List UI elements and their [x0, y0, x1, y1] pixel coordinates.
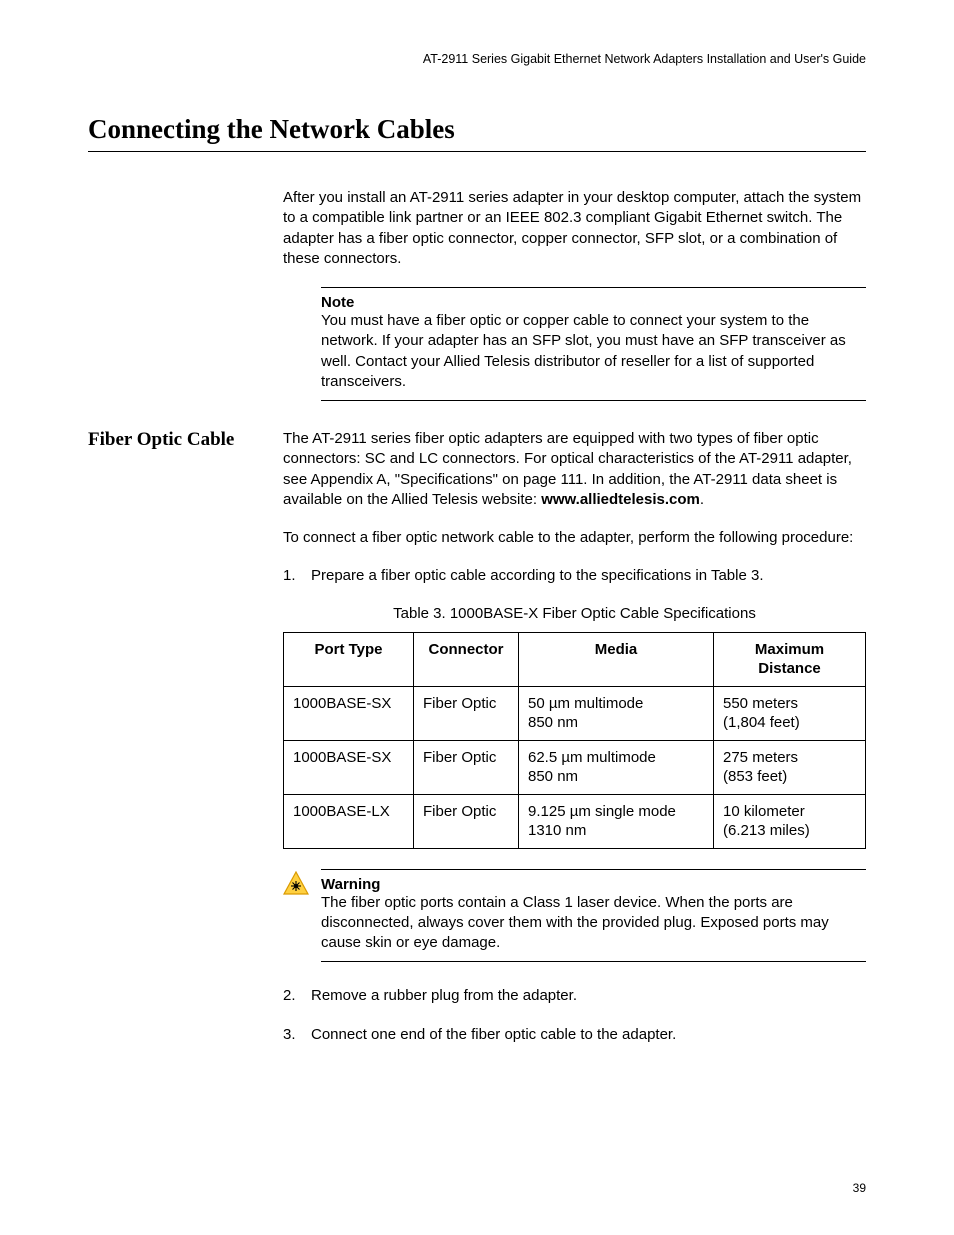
table-header-row: Port Type Connector Media Maximum Distan…: [284, 632, 866, 686]
step-2-num: 2.: [283, 986, 311, 1006]
step-1: 1. Prepare a fiber optic cable according…: [283, 566, 866, 586]
fiber-para-2: To connect a fiber optic network cable t…: [283, 528, 866, 548]
step-3: 3. Connect one end of the fiber optic ca…: [283, 1025, 866, 1045]
note-title: Note: [321, 294, 866, 311]
warning-icon-wrap: [283, 869, 321, 900]
warning-icon: [283, 871, 309, 895]
th-port-type: Port Type: [284, 632, 414, 686]
table-cell: Fiber Optic: [414, 794, 519, 848]
th-connector: Connector: [414, 632, 519, 686]
th-media: Media: [519, 632, 714, 686]
warning-title: Warning: [321, 876, 866, 893]
subsection-label: Fiber Optic Cable: [88, 429, 283, 451]
warning-row: Warning The fiber optic ports contain a …: [283, 869, 866, 987]
spec-table: Port Type Connector Media Maximum Distan…: [283, 632, 866, 849]
table-cell: 50 µm multimode850 nm: [519, 686, 714, 740]
table-cell: Fiber Optic: [414, 686, 519, 740]
table-cell: 275 meters(853 feet): [714, 740, 866, 794]
step-1-num: 1.: [283, 566, 311, 586]
note-text: You must have a fiber optic or copper ca…: [321, 311, 866, 392]
step-3-text: Connect one end of the fiber optic cable…: [311, 1025, 866, 1045]
table-row: 1000BASE-SXFiber Optic62.5 µm multimode8…: [284, 740, 866, 794]
step-2-text: Remove a rubber plug from the adapter.: [311, 986, 866, 1006]
table-row: 1000BASE-SXFiber Optic50 µm multimode850…: [284, 686, 866, 740]
warning-text: The fiber optic ports contain a Class 1 …: [321, 893, 866, 954]
table-cell: 9.125 µm single mode1310 nm: [519, 794, 714, 848]
table-cell: 1000BASE-SX: [284, 740, 414, 794]
table-caption: Table 3. 1000BASE-X Fiber Optic Cable Sp…: [283, 605, 866, 622]
th-max-distance: Maximum Distance: [714, 632, 866, 686]
intro-paragraph: After you install an AT-2911 series adap…: [283, 188, 866, 269]
section-title: Connecting the Network Cables: [88, 114, 866, 152]
table-cell: 1000BASE-SX: [284, 686, 414, 740]
fiber-para-1-post: .: [700, 491, 704, 508]
table-cell: 550 meters(1,804 feet): [714, 686, 866, 740]
step-1-text: Prepare a fiber optic cable according to…: [311, 566, 866, 586]
table-cell: Fiber Optic: [414, 740, 519, 794]
subsection-fiber-optic: Fiber Optic Cable The AT-2911 series fib…: [88, 429, 866, 1063]
table-row: 1000BASE-LXFiber Optic9.125 µm single mo…: [284, 794, 866, 848]
table-cell: 62.5 µm multimode850 nm: [519, 740, 714, 794]
warning-box: Warning The fiber optic ports contain a …: [321, 869, 866, 963]
table-cell: 10 kilometer(6.213 miles): [714, 794, 866, 848]
fiber-para-1: The AT-2911 series fiber optic adapters …: [283, 429, 866, 510]
page-number: 39: [853, 1181, 866, 1195]
fiber-para-1-link: www.alliedtelesis.com: [541, 491, 700, 508]
note-box: Note You must have a fiber optic or copp…: [321, 287, 866, 401]
step-2: 2. Remove a rubber plug from the adapter…: [283, 986, 866, 1006]
page-header: AT-2911 Series Gigabit Ethernet Network …: [88, 52, 866, 66]
step-3-num: 3.: [283, 1025, 311, 1045]
table-cell: 1000BASE-LX: [284, 794, 414, 848]
